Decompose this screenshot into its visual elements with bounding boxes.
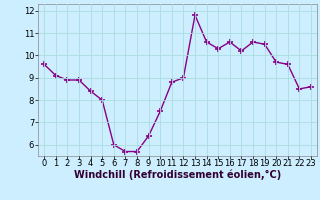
X-axis label: Windchill (Refroidissement éolien,°C): Windchill (Refroidissement éolien,°C) bbox=[74, 170, 281, 180]
